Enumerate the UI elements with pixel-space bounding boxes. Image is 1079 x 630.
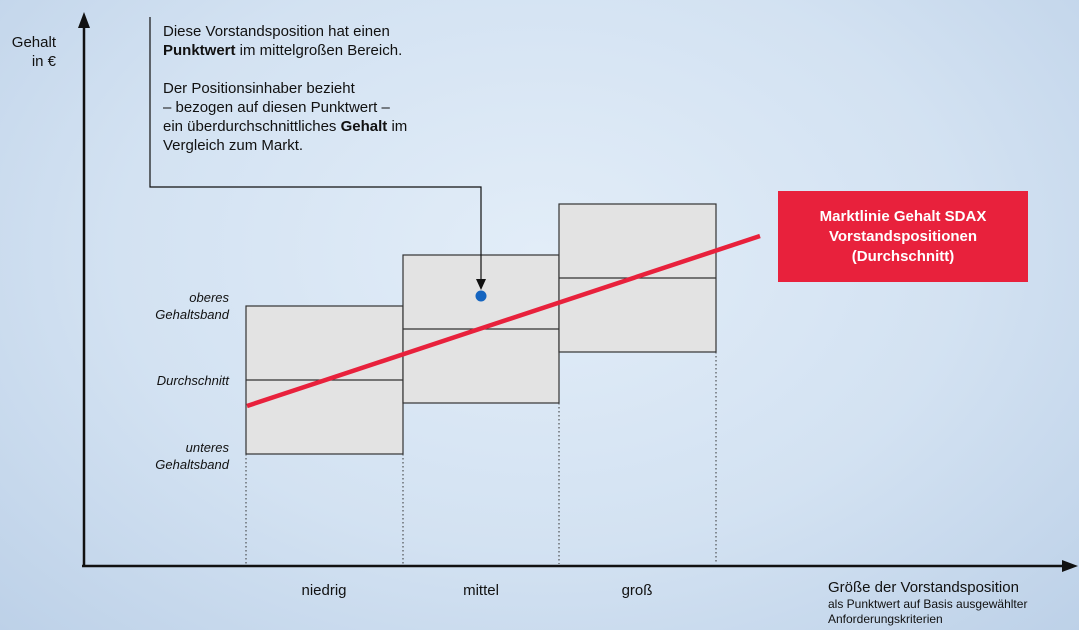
x-axis-subtitle-line1: als Punktwert auf Basis ausgewählter xyxy=(828,597,1028,611)
callout-line2-rest: im mittelgroßen Bereich. xyxy=(235,42,403,59)
y-axis-label: Gehalt in € xyxy=(8,33,56,71)
callout-line5-post: im xyxy=(387,118,408,135)
callout-text: Diese Vorstandsposition hat einen Punktw… xyxy=(163,22,483,155)
position-point xyxy=(475,290,487,302)
callout-line1: Diese Vorstandsposition hat einen xyxy=(163,23,390,40)
lower-band-label-line1: unteres xyxy=(185,440,229,455)
x-axis-subtitle-line2: Anforderungskriterien xyxy=(828,612,943,626)
callout-arrow xyxy=(476,279,486,290)
callout-line5: ein überdurchschnittliches Gehalt im xyxy=(163,117,483,136)
callout-bold-punktwert: Punktwert xyxy=(163,42,236,59)
callout-line3: Der Positionsinhaber bezieht xyxy=(163,80,355,97)
y-axis-label-line2: in € xyxy=(31,53,56,70)
market-line-label-line3: (Durchschnitt) xyxy=(851,247,955,265)
category-gross: groß xyxy=(621,582,653,599)
market-line-label-line1: Marktlinie Gehalt SDAX xyxy=(819,207,987,225)
upper-band-label-line2: Gehaltsband xyxy=(155,307,229,322)
lower-band-label-line2: Gehaltsband xyxy=(155,457,229,472)
callout-line5-pre: ein überdurchschnittliches xyxy=(163,118,341,135)
callout-line2: Punktwert im mittelgroßen Bereich. xyxy=(163,41,483,60)
x-axis-title: Größe der Vorstandsposition xyxy=(828,579,1019,596)
x-axis-subtitle: als Punktwert auf Basis ausgewählter Anf… xyxy=(828,597,1078,627)
upper-band-label: oberes Gehaltsband xyxy=(109,289,229,323)
market-line xyxy=(246,233,761,409)
y-axis-label-line1: Gehalt xyxy=(11,34,56,51)
lower-band-label: unteres Gehaltsband xyxy=(109,439,229,473)
upper-band-label-line1: oberes xyxy=(189,290,229,305)
callout-connector xyxy=(149,17,482,282)
y-axis-arrow xyxy=(78,12,90,28)
callout-line4: – bezogen auf diesen Punktwert – xyxy=(163,99,390,116)
category-niedrig: niedrig xyxy=(301,582,347,599)
callout-bold-gehalt: Gehalt xyxy=(340,118,388,135)
guide-lines xyxy=(245,352,717,564)
category-mittel: mittel xyxy=(463,582,499,599)
callout-line6: Vergleich zum Markt. xyxy=(163,137,304,154)
average-label: Durchschnitt xyxy=(156,373,229,388)
x-axis-arrow xyxy=(1062,560,1078,572)
market-line-label: Marktlinie Gehalt SDAX Vorstandsposition… xyxy=(778,191,1028,282)
market-line-label-line2: Vorstandspositionen xyxy=(828,227,978,245)
